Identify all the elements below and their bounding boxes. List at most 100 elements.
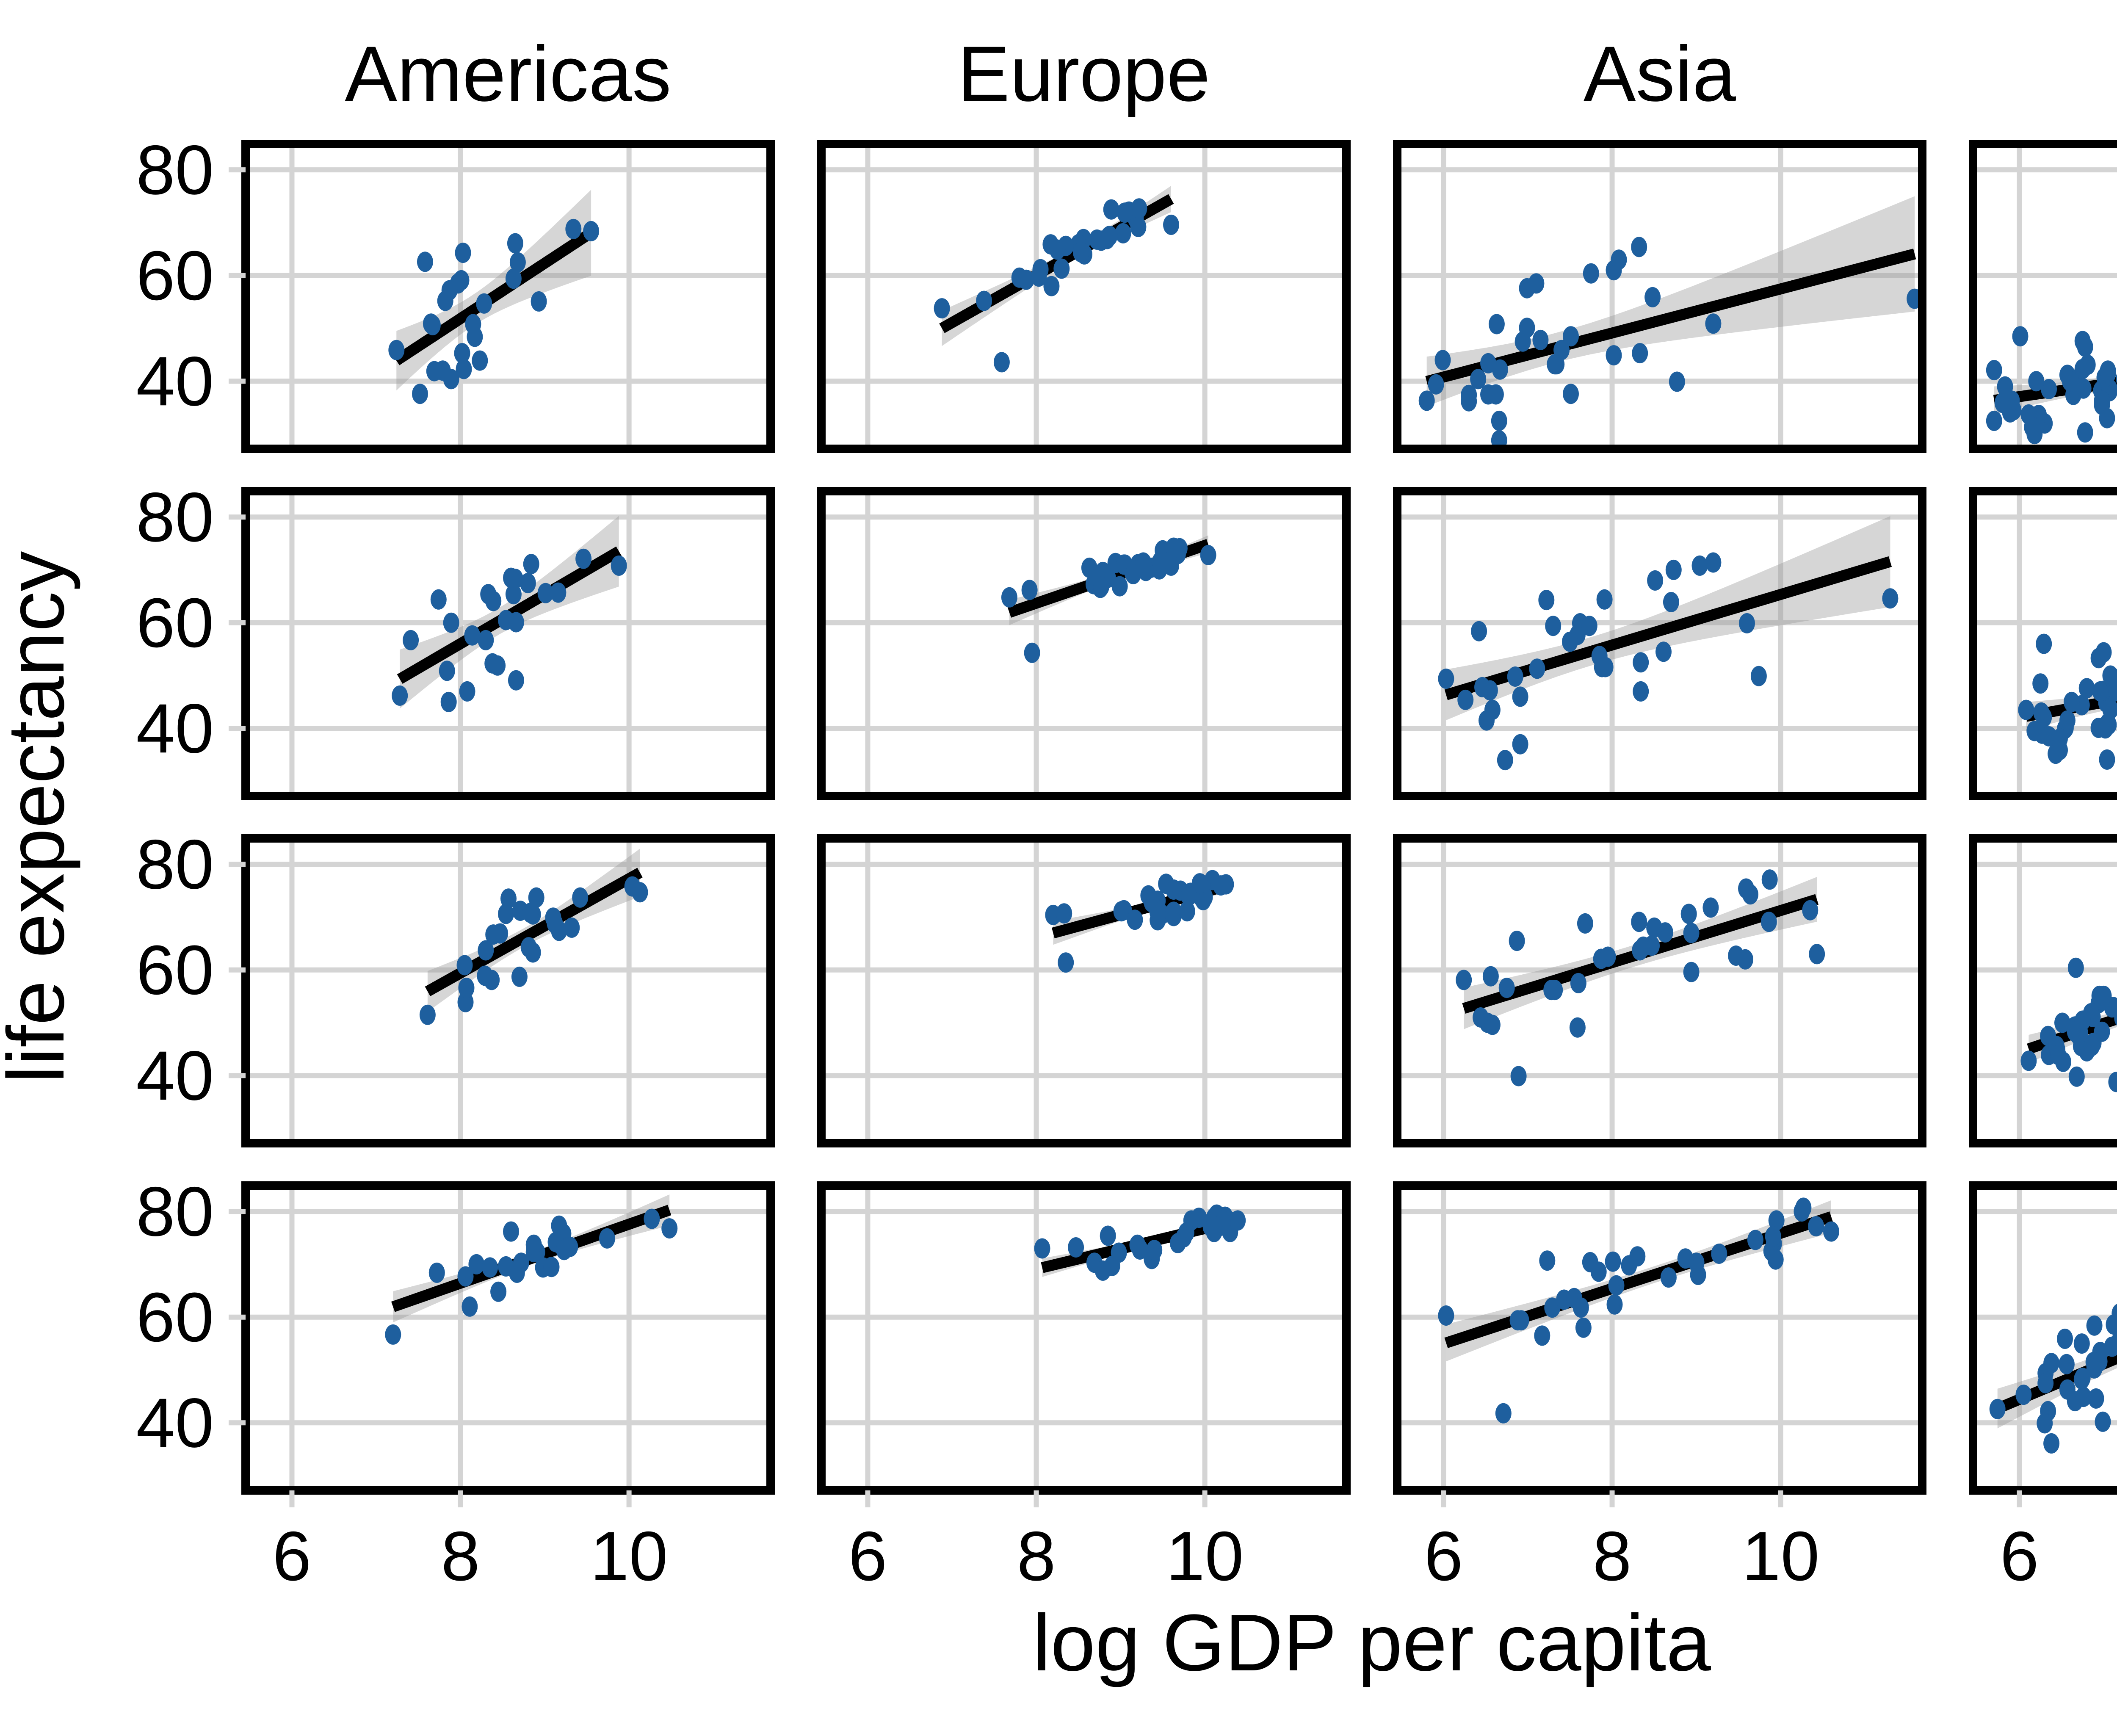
- data-point: [1497, 750, 1513, 771]
- data-point: [2085, 1352, 2102, 1372]
- data-point: [1200, 545, 1216, 565]
- data-point: [2041, 379, 2057, 399]
- confidence-band: [1446, 516, 1890, 720]
- data-point: [1989, 1399, 2006, 1419]
- data-point: [1608, 1275, 1625, 1296]
- data-point: [1543, 980, 1560, 1001]
- data-point: [1135, 552, 1152, 573]
- data-point: [1809, 944, 1825, 965]
- data-point: [523, 554, 539, 575]
- data-point: [1470, 369, 1487, 390]
- data-point: [1018, 269, 1034, 290]
- data-point: [1049, 239, 1066, 260]
- data-point: [2054, 1012, 2070, 1033]
- data-point: [1655, 641, 1672, 662]
- panel-bg: [821, 491, 1346, 796]
- data-point: [1665, 559, 1682, 580]
- data-point: [462, 1296, 478, 1317]
- facet-title-europe: Europe: [958, 30, 1211, 118]
- y-tick-label: 80: [136, 1172, 214, 1250]
- panel-border: [1969, 487, 2117, 800]
- y-tick-label: 60: [136, 1278, 214, 1356]
- facet-panel-asia-1982: [1393, 834, 1926, 1147]
- data-point: [2052, 728, 2068, 749]
- data-point: [2099, 408, 2115, 428]
- data-point: [388, 340, 405, 360]
- data-point: [1230, 1210, 1246, 1231]
- data-point: [2020, 1050, 2037, 1071]
- data-point: [456, 955, 473, 976]
- data-point: [482, 1257, 498, 1278]
- trend-line: [393, 228, 594, 365]
- data-point: [1512, 734, 1528, 755]
- data-point: [934, 298, 950, 319]
- data-point: [503, 567, 519, 588]
- data-point: [417, 252, 433, 272]
- data-point: [412, 384, 428, 404]
- data-point: [1680, 904, 1697, 924]
- data-point: [564, 917, 580, 938]
- data-point: [2099, 749, 2115, 770]
- data-point: [2116, 373, 2117, 384]
- data-point: [1456, 970, 1472, 990]
- data-point: [419, 1004, 436, 1025]
- y-tick-label: 40: [136, 689, 214, 767]
- data-point: [1629, 1246, 1646, 1267]
- data-point: [522, 902, 539, 923]
- data-point: [430, 589, 447, 610]
- panel-border: [241, 834, 775, 1147]
- data-point: [1633, 681, 1649, 702]
- data-point: [1461, 391, 1477, 412]
- data-point: [583, 221, 600, 241]
- data-point: [1166, 906, 1182, 926]
- data-point: [1747, 1230, 1763, 1250]
- y-tick-label: 60: [136, 237, 214, 315]
- data-point: [455, 243, 471, 263]
- data-point: [993, 352, 1010, 373]
- data-point: [464, 625, 481, 646]
- data-point: [1512, 686, 1528, 707]
- data-point: [565, 218, 582, 239]
- panel-border: [1393, 140, 1926, 453]
- data-point: [2048, 744, 2064, 764]
- panel-bg: [246, 144, 771, 449]
- data-point: [468, 1254, 485, 1274]
- x-tick-label: 6: [1424, 1517, 1463, 1595]
- data-point: [498, 904, 514, 924]
- data-point: [1573, 1297, 1589, 1318]
- panel-bg: [821, 838, 1346, 1143]
- data-point: [2015, 1385, 2032, 1405]
- data-point: [1669, 371, 1685, 392]
- data-point: [477, 965, 493, 986]
- data-point: [2077, 422, 2093, 443]
- data-point: [2097, 718, 2114, 739]
- panel-border: [1393, 487, 1926, 800]
- data-point: [1100, 1225, 1116, 1246]
- data-point: [1534, 1325, 1550, 1346]
- data-point: [2067, 957, 2084, 978]
- data-point: [1646, 917, 1663, 938]
- data-point: [1438, 1305, 1454, 1326]
- x-tick-label: 6: [2000, 1517, 2039, 1595]
- data-point: [2068, 1066, 2085, 1087]
- data-point: [1507, 666, 1523, 687]
- data-point: [2032, 673, 2049, 694]
- data-point: [2095, 985, 2112, 1006]
- data-point: [1094, 1260, 1111, 1281]
- panel-border: [817, 834, 1351, 1147]
- data-point: [1032, 260, 1049, 280]
- data-point: [1115, 223, 1131, 243]
- data-point: [1117, 202, 1133, 223]
- data-point: [1487, 384, 1504, 405]
- data-point: [1544, 1297, 1561, 1318]
- data-point: [2036, 633, 2052, 654]
- data-point: [1761, 869, 1778, 890]
- data-point: [2026, 721, 2043, 741]
- facet-panel-africa-1997: [1969, 1181, 2117, 1495]
- panel-border: [241, 487, 775, 800]
- data-point: [528, 887, 544, 908]
- data-point: [454, 343, 470, 364]
- data-point: [508, 612, 524, 633]
- panel-border: [817, 140, 1351, 453]
